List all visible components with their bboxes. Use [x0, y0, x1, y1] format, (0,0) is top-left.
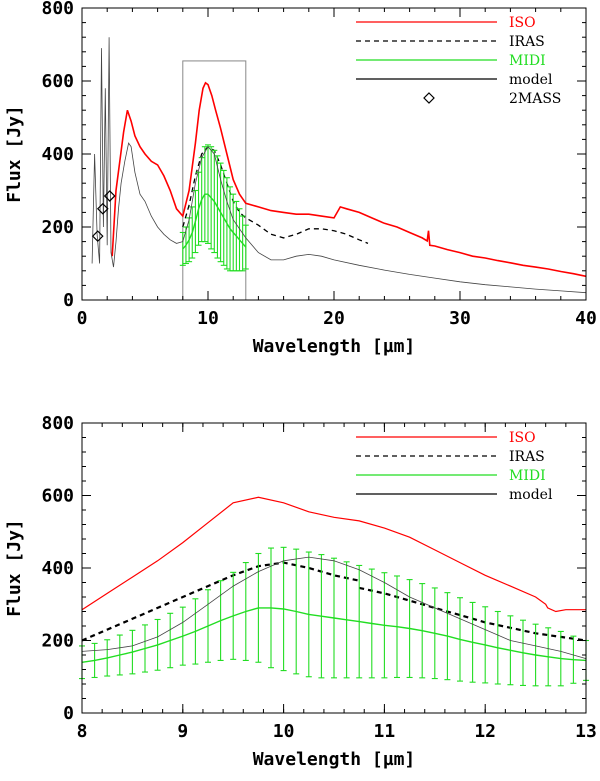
series-model — [91, 37, 587, 294]
legend-entry-iras: IRAS — [356, 449, 545, 465]
y-tick-label: 600 — [41, 71, 74, 92]
series-iras — [182, 145, 369, 245]
x-axis-title: Wavelength [µm] — [253, 749, 416, 770]
series-iso — [81, 496, 586, 613]
y-axis-title: Flux [Jy] — [4, 105, 25, 203]
legend-entry-2mass: 2MASS — [423, 91, 561, 107]
series-line-iso — [81, 496, 586, 613]
y-tick-label: 200 — [41, 631, 74, 652]
legend-label: MIDI — [509, 53, 546, 69]
x-tick-label: 0 — [77, 308, 88, 329]
x-tick-label: 9 — [177, 721, 188, 742]
series-line-model — [91, 37, 587, 294]
data-point-2mass — [96, 202, 109, 215]
legend-entry-model: model — [356, 487, 553, 503]
legend-label: ISO — [509, 430, 536, 446]
x-tick-label: 8 — [77, 721, 88, 742]
series-iso — [111, 81, 587, 278]
x-tick-label: 12 — [474, 721, 496, 742]
x-tick-label: 40 — [575, 308, 597, 329]
plot-frame — [81, 7, 587, 301]
y-tick-label: 0 — [63, 703, 74, 724]
legend-entry-model: model — [356, 72, 553, 88]
legend-label: IRAS — [509, 449, 545, 465]
legend-label: model — [509, 72, 553, 88]
y-tick-label: 0 — [63, 290, 74, 311]
legend-label: MIDI — [509, 468, 546, 484]
y-tick-label: 800 — [41, 0, 74, 19]
series-line-iras — [81, 561, 360, 642]
y-tick-label: 400 — [41, 558, 74, 579]
x-tick-label: 11 — [374, 721, 396, 742]
x-tick-label: 10 — [273, 721, 295, 742]
legend-entry-iso: ISO — [356, 15, 536, 31]
x-tick-label: 30 — [449, 308, 471, 329]
legend-entry-midi: MIDI — [356, 53, 546, 69]
series-model — [81, 556, 587, 659]
legend-entry-iso: ISO — [356, 430, 536, 446]
series-line-iso — [111, 81, 587, 278]
legend-label: IRAS — [509, 34, 545, 50]
x-tick-label: 13 — [575, 721, 597, 742]
data-point-2mass — [91, 230, 104, 242]
legend-label: model — [509, 487, 553, 503]
y-tick-label: 800 — [41, 413, 74, 434]
panel-bottom-zoom: 8 9 10 11 12 13 0 200 400 600 800 Wavelength [µm] Fl… — [4, 413, 597, 770]
legend-entry-midi: MIDI — [356, 468, 546, 484]
y-tick-label: 600 — [41, 486, 74, 507]
series-midi — [179, 144, 249, 272]
legend-swatch — [423, 92, 435, 104]
series-midi — [79, 546, 589, 687]
y-tick-label: 200 — [41, 217, 74, 238]
series-iras — [81, 561, 360, 642]
y-tick-label: 400 — [41, 144, 74, 165]
series-2mass — [91, 190, 116, 242]
legend-label: ISO — [509, 15, 536, 31]
data-point-2mass — [103, 190, 116, 202]
series-line-iras — [182, 145, 369, 245]
x-axis-title: Wavelength [µm] — [253, 336, 416, 357]
series-line-model — [81, 556, 587, 659]
x-tick-label: 20 — [323, 308, 345, 329]
x-tick-label: 10 — [197, 308, 219, 329]
legend-entry-iras: IRAS — [356, 34, 545, 50]
y-axis-title: Flux [Jy] — [4, 519, 25, 617]
legend-label: 2MASS — [509, 91, 561, 107]
